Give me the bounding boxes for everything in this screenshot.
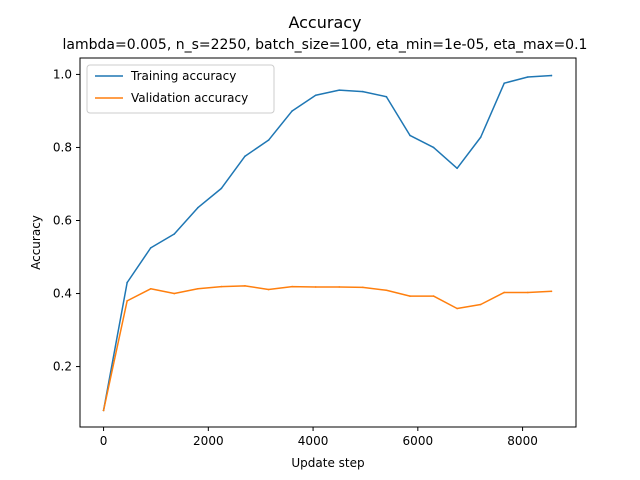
data-point-validation [409,295,411,297]
data-point-training [338,89,341,91]
data-point-validation [362,286,364,289]
y-tick-label: 0.4 [53,287,72,301]
data-point-validation [314,286,317,288]
x-axis-ticks: 0 2000 4000 6000 8000 [100,427,538,448]
data-point-validation [338,286,341,288]
data-point-training [503,82,506,84]
data-point-training [385,95,388,98]
x-tick-label: 8000 [507,434,538,448]
data-point-validation [550,290,553,293]
legend-label-training: Training accuracy [130,69,236,83]
data-point-validation [126,300,128,302]
data-point-validation [291,285,293,288]
data-point-validation [173,292,176,295]
chart-title: Accuracy [288,13,361,32]
data-point-training [220,187,223,190]
data-point-validation [479,303,482,306]
x-tick-label: 6000 [403,434,434,448]
x-tick-label: 0 [100,434,108,448]
data-point-validation [267,288,270,291]
data-point-training [409,134,411,137]
data-point-training [149,247,152,249]
data-point-training [479,136,482,139]
chart-subtitle: lambda=0.005, n_s=2250, batch_size=100, … [63,37,588,53]
data-point-training [267,139,270,141]
data-point-training [432,146,435,149]
data-point-validation [527,291,529,294]
data-point-training [456,167,458,170]
data-point-validation [385,289,388,292]
data-point-validation [102,409,105,412]
data-point-training [550,74,553,77]
data-point-training [527,76,529,78]
data-point-validation [197,287,199,290]
plot-area [80,58,576,427]
data-point-training [362,90,364,93]
x-tick-label: 4000 [298,434,329,448]
series-line-training [102,74,553,412]
data-point-validation [503,291,506,294]
x-axis-label: Update step [291,456,364,470]
data-point-validation [456,307,458,310]
data-point-validation [244,285,246,287]
plot-frame [79,57,577,428]
series-line-validation [102,285,553,412]
data-point-training [173,233,176,235]
x-tick-label: 2000 [193,434,224,448]
y-axis-ticks: 0.2 0.4 0.6 0.8 1.0 [53,67,80,374]
data-point-training [244,155,246,158]
y-axis-label: Accuracy [29,215,43,270]
legend: Training accuracy Validation accuracy [86,64,275,114]
y-tick-label: 0.8 [53,140,72,154]
data-point-training [314,94,317,97]
y-tick-label: 0.6 [53,213,72,227]
data-point-validation [432,295,435,297]
y-tick-label: 1.0 [53,67,72,81]
data-point-training [291,110,293,112]
data-point-training [126,281,128,284]
legend-box [86,64,275,114]
series-layer [102,74,553,412]
legend-label-validation: Validation accuracy [131,91,248,105]
data-point-validation [149,287,152,290]
data-point-training [197,206,199,209]
y-tick-label: 0.2 [53,360,72,374]
data-point-validation [220,285,223,288]
